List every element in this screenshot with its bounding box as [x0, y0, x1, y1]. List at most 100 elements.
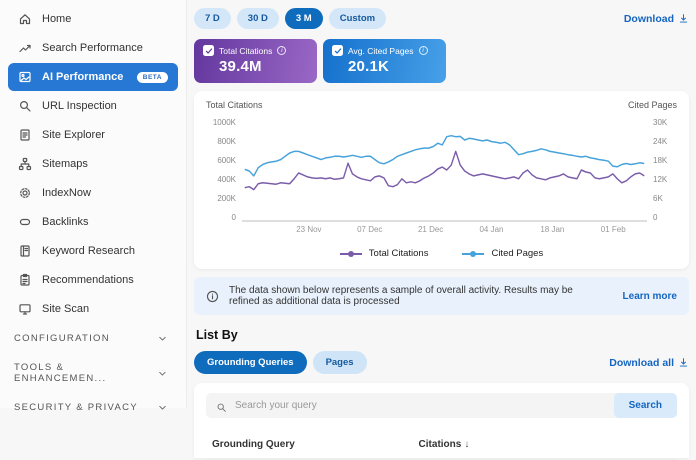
- sitemap-icon: [18, 157, 32, 171]
- x-tick-label: 01 Feb: [600, 225, 626, 234]
- right-axis-ticks: 30K 24K 18K 12K 6K 0: [647, 118, 677, 222]
- chart-legend: Total Citations Cited Pages: [206, 248, 677, 261]
- card-checkbox[interactable]: [332, 45, 343, 56]
- sidebar-nav: Home Search Performance AI Performance BETA…: [0, 5, 186, 323]
- x-tick-label: 07 Dec: [357, 225, 383, 234]
- table-header: Grounding Query Citations ↓: [206, 439, 677, 460]
- column-header-citations[interactable]: Citations ↓: [419, 439, 470, 450]
- book-icon: [18, 244, 32, 258]
- sidebar-item-label: Site Explorer: [42, 129, 105, 141]
- search-input[interactable]: [227, 400, 614, 411]
- magnifier-icon: [18, 99, 32, 113]
- sidebar-item-search-performance[interactable]: Search Performance: [8, 34, 178, 62]
- chart-plot[interactable]: [242, 118, 647, 222]
- download-icon: [678, 357, 689, 368]
- range-30-d[interactable]: 30 D: [236, 8, 279, 29]
- sidebar-item-label: AI Performance: [42, 71, 124, 83]
- sort-descending-icon: ↓: [464, 439, 470, 450]
- sidebar-item-label: Search Performance: [42, 42, 143, 54]
- stat-card-title: Total Citations: [219, 45, 273, 56]
- beta-badge: BETA: [136, 71, 168, 83]
- axis-tick-label: 30K: [653, 118, 668, 127]
- axis-tick-label: 200K: [217, 194, 236, 203]
- x-tick-label: 23 Nov: [296, 225, 322, 234]
- axis-tick-label: 6K: [653, 194, 663, 203]
- x-tick-label: 04 Jan: [479, 225, 504, 234]
- sidebar-section-configuration[interactable]: CONFIGURATION: [0, 324, 186, 353]
- legend-cited-pages[interactable]: Cited Pages: [462, 248, 543, 259]
- info-icon: i: [418, 46, 428, 55]
- range-custom[interactable]: Custom: [328, 8, 387, 29]
- x-axis-ticks: 23 Nov 07 Dec 21 Dec 04 Jan 18 Jan 01 Feb: [248, 225, 635, 238]
- sidebar-item-site-explorer[interactable]: Site Explorer: [8, 121, 178, 149]
- sidebar-item-label: Backlinks: [42, 216, 89, 228]
- list-tabs-row: Grounding Queries Pages Download all: [194, 351, 689, 374]
- sidebar-item-recommendations[interactable]: Recommendations: [8, 266, 178, 294]
- sidebar-item-indexnow[interactable]: IndexNow: [8, 179, 178, 207]
- gear-icon: [18, 186, 32, 200]
- axis-tick-label: 1000K: [212, 118, 236, 127]
- axis-tick-label: 0: [231, 213, 236, 222]
- clipboard-icon: [18, 273, 32, 287]
- tab-pages[interactable]: Pages: [312, 351, 367, 374]
- sidebar-item-label: IndexNow: [42, 187, 91, 199]
- sidebar-item-site-scan[interactable]: Site Scan: [8, 295, 178, 323]
- learn-more-link[interactable]: Learn more: [622, 290, 677, 302]
- document-icon: [18, 128, 32, 142]
- section-label: TOOLS & ENHANCEMEN...: [14, 362, 107, 384]
- chevron-down-icon: [157, 333, 168, 344]
- left-axis-ticks: 1000K 800K 600K 400K 200K 0: [206, 118, 242, 222]
- sidebar-item-label: Sitemaps: [42, 158, 88, 170]
- stat-card-header: Total Citations i: [203, 45, 308, 56]
- chevron-down-icon: [157, 368, 168, 379]
- sidebar-item-ai-performance[interactable]: AI Performance BETA: [8, 63, 178, 91]
- line-chart: [242, 134, 647, 222]
- home-icon: [18, 12, 32, 26]
- legend-total-citations[interactable]: Total Citations: [339, 248, 429, 259]
- tab-grounding-queries[interactable]: Grounding Queries: [194, 351, 307, 374]
- download-all-label: Download all: [609, 356, 674, 369]
- column-header-grounding-query[interactable]: Grounding Query: [212, 439, 419, 450]
- list-tab-group: Grounding Queries Pages: [194, 351, 367, 374]
- monitor-icon: [18, 302, 32, 316]
- download-all-button[interactable]: Download all: [609, 357, 689, 369]
- info-banner: The data shown below represents a sample…: [194, 277, 689, 315]
- info-icon: i: [277, 46, 287, 55]
- x-tick-label: 18 Jan: [540, 225, 565, 234]
- left-axis-title: Total Citations: [206, 100, 263, 110]
- stat-card-value: 39.4M: [219, 58, 262, 75]
- stat-card-avg-cited-pages[interactable]: Avg. Cited Pages i 20.1K: [323, 39, 446, 83]
- legend-marker: [339, 250, 362, 257]
- sidebar-item-sitemaps[interactable]: Sitemaps: [8, 150, 178, 178]
- search-icon: [216, 400, 227, 412]
- section-label: CONFIGURATION: [14, 333, 110, 344]
- column-label: Grounding Query: [212, 439, 295, 450]
- sidebar-section-tools-enhancemen-[interactable]: TOOLS & ENHANCEMEN...: [0, 353, 186, 393]
- chart-axis-titles: Total Citations Cited Pages: [206, 100, 677, 110]
- sidebar-item-label: URL Inspection: [42, 100, 117, 112]
- card-checkbox[interactable]: [203, 45, 214, 56]
- chart-card: Total Citations Cited Pages 1000K 800K 600…: [194, 91, 689, 269]
- axis-tick-label: 24K: [653, 137, 668, 146]
- stat-card-title: Avg. Cited Pages: [348, 45, 414, 56]
- x-tick-label: 21 Dec: [417, 225, 444, 234]
- ai-performance-icon: [18, 70, 32, 84]
- sidebar-item-keyword-research[interactable]: Keyword Research: [8, 237, 178, 265]
- sidebar-item-label: Recommendations: [42, 274, 134, 286]
- range-3-m[interactable]: 3 M: [284, 8, 323, 29]
- legend-label: Cited Pages: [491, 248, 544, 259]
- legend-label: Total Citations: [368, 248, 429, 259]
- download-button[interactable]: Download: [624, 13, 689, 25]
- sidebar: Home Search Performance AI Performance BETA…: [0, 0, 187, 413]
- sidebar-item-home[interactable]: Home: [8, 5, 178, 33]
- download-icon: [678, 13, 689, 24]
- link-icon: [18, 215, 32, 229]
- axis-tick-label: 600K: [217, 156, 236, 165]
- sidebar-item-backlinks[interactable]: Backlinks: [8, 208, 178, 236]
- stat-card-total-citations[interactable]: Total Citations i 39.4M: [194, 39, 317, 83]
- range-7-d[interactable]: 7 D: [194, 8, 231, 29]
- sidebar-item-url-inspection[interactable]: URL Inspection: [8, 92, 178, 120]
- banner-text: The data shown below represents a sample…: [229, 285, 573, 307]
- search-button[interactable]: Search: [613, 393, 677, 418]
